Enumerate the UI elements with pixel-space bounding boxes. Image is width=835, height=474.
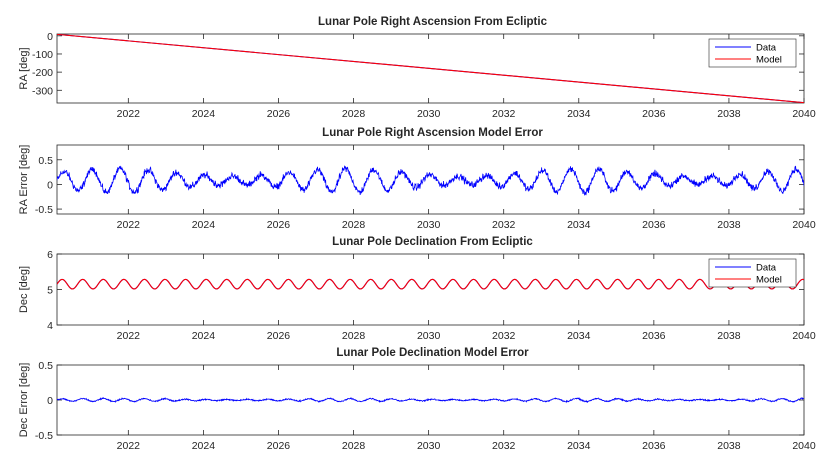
legend-label-data: Data bbox=[756, 43, 777, 54]
x-tick-label: 2032 bbox=[492, 219, 516, 231]
y-tick-label: -100 bbox=[32, 49, 53, 61]
legend-label-model: Model bbox=[756, 275, 782, 286]
x-tick-label: 2040 bbox=[792, 219, 816, 231]
x-tick-label: 2026 bbox=[267, 330, 291, 342]
chart-title: Lunar Pole Right Ascension Model Error bbox=[322, 127, 543, 139]
x-tick-label: 2034 bbox=[567, 440, 591, 452]
y-tick-label: 0 bbox=[47, 179, 53, 191]
x-tick-label: 2026 bbox=[267, 219, 291, 231]
x-tick-label: 2026 bbox=[267, 440, 291, 452]
legend-label-model: Model bbox=[756, 55, 782, 66]
x-tick-label: 2022 bbox=[117, 330, 141, 342]
chart-title: Lunar Pole Right Ascension From Ecliptic bbox=[318, 16, 548, 28]
x-tick-label: 2030 bbox=[417, 108, 441, 120]
x-tick-label: 2024 bbox=[192, 108, 216, 120]
x-tick-label: 2036 bbox=[642, 330, 666, 342]
x-tick-label: 2024 bbox=[192, 330, 216, 342]
chart-title: Lunar Pole Declination Model Error bbox=[336, 347, 529, 359]
chart-panel-1: Lunar Pole Right Ascension From Ecliptic… bbox=[18, 16, 816, 120]
x-tick-label: 2030 bbox=[417, 219, 441, 231]
axes-box bbox=[56, 144, 805, 215]
x-tick-label: 2034 bbox=[567, 108, 591, 120]
chart-title: Lunar Pole Declination From Ecliptic bbox=[332, 236, 533, 248]
x-tick-label: 2038 bbox=[717, 440, 741, 452]
x-tick-label: 2040 bbox=[792, 440, 816, 452]
x-tick-label: 2028 bbox=[342, 108, 366, 120]
x-tick-label: 2034 bbox=[567, 330, 591, 342]
x-tick-label: 2038 bbox=[717, 330, 741, 342]
series-line-data bbox=[57, 396, 804, 404]
chart-panel-2: Lunar Pole Right Ascension Model Error RA… bbox=[18, 127, 816, 231]
x-tick-label: 2038 bbox=[717, 219, 741, 231]
chart-panel-3: Lunar Pole Declination From Ecliptic Dec … bbox=[18, 236, 816, 342]
x-tick-label: 2030 bbox=[417, 440, 441, 452]
y-axis-label: RA [deg] bbox=[18, 47, 30, 89]
x-tick-label: 2036 bbox=[642, 108, 666, 120]
y-tick-label: -300 bbox=[32, 85, 53, 97]
y-tick-label: 5 bbox=[47, 285, 53, 297]
x-tick-label: 2024 bbox=[192, 440, 216, 452]
y-tick-label: -200 bbox=[32, 67, 53, 79]
x-tick-label: 2022 bbox=[117, 219, 141, 231]
x-tick-label: 2038 bbox=[717, 108, 741, 120]
x-tick-label: 2034 bbox=[567, 219, 591, 231]
chart-panel-4: Lunar Pole Declination Model Error Dec Er… bbox=[18, 347, 816, 452]
x-tick-label: 2028 bbox=[342, 219, 366, 231]
x-tick-label: 2032 bbox=[492, 440, 516, 452]
x-tick-label: 2022 bbox=[117, 440, 141, 452]
y-tick-label: -0.5 bbox=[35, 204, 53, 216]
y-tick-label: 0 bbox=[47, 31, 53, 43]
series-line-model bbox=[57, 34, 804, 103]
x-tick-label: 2028 bbox=[342, 440, 366, 452]
x-tick-label: 2040 bbox=[792, 108, 816, 120]
x-tick-label: 2030 bbox=[417, 330, 441, 342]
y-axis-label: Dec Error [deg] bbox=[18, 363, 30, 438]
x-tick-label: 2022 bbox=[117, 108, 141, 120]
x-tick-label: 2026 bbox=[267, 108, 291, 120]
x-tick-label: 2032 bbox=[492, 108, 516, 120]
y-tick-label: 0 bbox=[47, 395, 53, 407]
x-tick-label: 2036 bbox=[642, 219, 666, 231]
legend-label-data: Data bbox=[756, 263, 777, 274]
x-tick-label: 2036 bbox=[642, 440, 666, 452]
y-tick-label: 0.5 bbox=[38, 360, 53, 372]
series-line-data bbox=[57, 165, 804, 197]
series-line-model bbox=[57, 278, 804, 290]
x-tick-label: 2024 bbox=[192, 219, 216, 231]
x-tick-label: 2028 bbox=[342, 330, 366, 342]
legend-box bbox=[708, 38, 797, 68]
x-tick-label: 2040 bbox=[792, 330, 816, 342]
y-tick-label: 0.5 bbox=[38, 155, 53, 167]
y-tick-label: 6 bbox=[47, 249, 53, 261]
y-axis-label: Dec [deg] bbox=[18, 266, 30, 313]
y-axis-label: RA Error [deg] bbox=[18, 145, 30, 215]
axes-box bbox=[56, 253, 805, 326]
y-tick-label: -0.5 bbox=[35, 430, 53, 442]
y-tick-label: 4 bbox=[47, 320, 53, 332]
legend-box bbox=[708, 258, 797, 288]
x-tick-label: 2032 bbox=[492, 330, 516, 342]
